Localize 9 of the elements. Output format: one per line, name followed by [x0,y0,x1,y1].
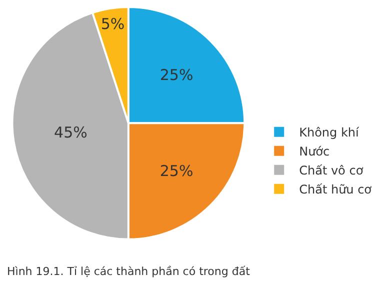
legend-label: Chất vô cơ [299,164,364,178]
data-label: 5% [100,14,125,33]
legend-label: Chất hữu cơ [299,182,372,197]
legend-label: Không khí [299,126,360,140]
legend-label: Nước [299,144,330,159]
data-label: 45% [54,123,88,142]
data-label: 25% [160,162,194,180]
data-label: 25% [160,66,194,84]
text: Hình 19.1. Tỉ lệ các thành phần có trong đất [7,265,251,278]
